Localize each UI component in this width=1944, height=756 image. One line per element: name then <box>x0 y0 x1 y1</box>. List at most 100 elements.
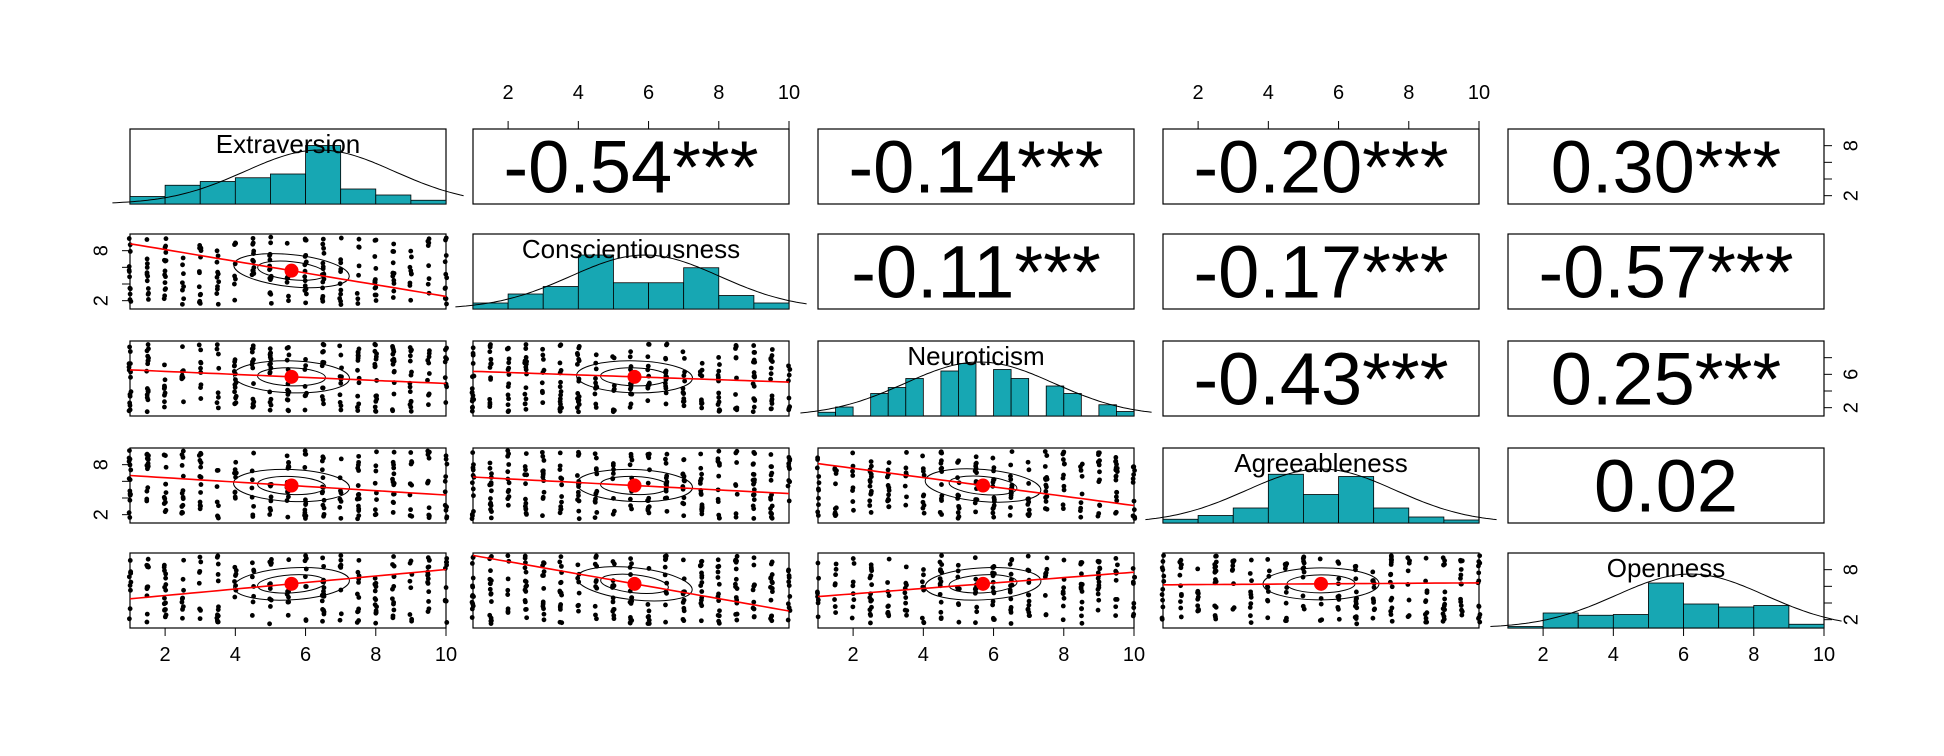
scatter-point <box>372 512 378 518</box>
scatter-point <box>1007 589 1013 595</box>
scatter-point <box>162 272 168 278</box>
scatter-point <box>716 355 722 360</box>
scatter-point <box>372 254 378 259</box>
scatter-point <box>699 405 705 411</box>
scatter-point <box>1161 573 1167 579</box>
scatter-point <box>338 380 344 386</box>
y-tick-label: 8 <box>1840 564 1862 575</box>
scatter-point <box>717 608 722 614</box>
scatter-point <box>1248 620 1254 626</box>
scatter-point <box>1354 605 1360 611</box>
scatter-point <box>215 394 221 400</box>
scatter-point <box>1060 617 1066 623</box>
scatter-point <box>576 608 581 614</box>
x-tick-label: 6 <box>643 82 654 104</box>
scatter-point <box>769 613 775 619</box>
scatter-point <box>1096 511 1102 516</box>
scatter-point <box>990 602 996 608</box>
scatter-point <box>181 271 186 277</box>
x-tick-label: 8 <box>1748 644 1759 666</box>
scatter-point <box>1131 600 1137 606</box>
scatter-point <box>337 296 343 301</box>
scatter-point <box>506 365 512 371</box>
scatter-point <box>850 556 856 561</box>
scatter-point <box>215 572 221 577</box>
scatter-point <box>646 510 652 516</box>
scatter-point <box>321 585 327 591</box>
correlation-label: -0.20*** <box>1193 126 1448 209</box>
scatter-point <box>126 455 132 461</box>
scatter-point <box>523 355 529 360</box>
scatter-point <box>215 284 220 289</box>
scatter-point <box>407 578 413 584</box>
scatter-point <box>768 472 774 478</box>
scatter-point <box>575 497 580 503</box>
scatter-point <box>233 241 239 246</box>
scatter-point <box>391 554 396 559</box>
scatter-point <box>1095 591 1101 597</box>
scatter-point <box>1248 589 1253 595</box>
scatter-point <box>426 402 431 408</box>
scatter-point <box>540 470 546 476</box>
scatter-point <box>663 401 669 407</box>
scatter-point <box>592 603 598 609</box>
scatter-point <box>146 296 151 302</box>
scatter-point <box>127 344 133 350</box>
scatter-point <box>231 363 237 369</box>
scatter-point <box>1061 450 1066 456</box>
scatter-point <box>769 618 775 624</box>
scatter-point <box>1097 503 1103 508</box>
scatter-point <box>337 563 343 569</box>
scatter-point <box>469 560 475 566</box>
scatter-point <box>938 599 944 605</box>
scatter-point <box>126 361 132 367</box>
scatter-point <box>938 466 944 472</box>
x-tick-label: 2 <box>1193 82 1204 104</box>
scatter-point <box>815 455 821 461</box>
scatter-point <box>180 615 185 621</box>
scatter-point <box>128 467 134 473</box>
scatter-point <box>1336 561 1342 566</box>
scatter-point <box>354 291 360 296</box>
scatter-point <box>611 508 617 514</box>
scatter-point <box>425 377 430 383</box>
scatter-point <box>1458 572 1464 578</box>
scatter-point <box>145 389 151 395</box>
scatter-point <box>752 373 757 379</box>
scatter-point <box>426 505 432 511</box>
histogram-bar <box>648 282 685 310</box>
correlation-ellipse <box>233 566 350 601</box>
scatter-point <box>127 349 133 354</box>
scatter-point <box>390 476 395 482</box>
mean-point <box>284 369 299 384</box>
scatter-point <box>469 405 475 411</box>
scatter-point <box>161 494 167 500</box>
scatter-point <box>938 616 944 622</box>
scatter-point <box>469 516 475 522</box>
scatter-point <box>1440 618 1446 624</box>
scatter-point <box>715 496 721 502</box>
scatter-point <box>1442 589 1448 595</box>
scatter-point <box>426 371 432 376</box>
scatter-point <box>611 388 617 393</box>
scatter-point <box>487 460 493 466</box>
scatter-point <box>163 464 169 470</box>
correlation-label: 0.02 <box>1594 445 1738 528</box>
scatter-point <box>426 360 432 366</box>
scatter-point <box>1078 514 1084 520</box>
scatter-point <box>938 450 944 456</box>
scatter-point <box>750 471 756 477</box>
scatter-point <box>559 482 565 488</box>
scatter-point <box>506 451 511 457</box>
scatter-point <box>215 578 221 584</box>
correlation-ellipse <box>576 468 693 503</box>
scatter-point <box>1113 458 1119 464</box>
scatter-point <box>320 502 326 508</box>
scatter-point <box>250 514 256 519</box>
scatter-point <box>1060 591 1066 596</box>
scatter-point <box>716 368 722 374</box>
scatter-point <box>1477 612 1483 617</box>
scatter-point <box>540 390 545 396</box>
scatter-point <box>663 460 669 466</box>
scatter-point <box>426 589 432 595</box>
